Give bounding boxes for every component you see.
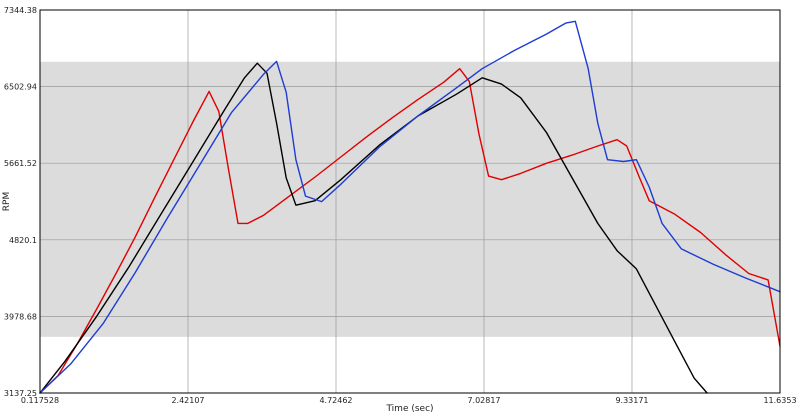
blue-series-line — [39, 20, 781, 394]
x-tick-label: 2.42107 — [171, 396, 204, 405]
x-tick-label: 7.02817 — [467, 396, 500, 405]
y-tick-label: 3978.68 — [4, 312, 37, 321]
y-tick-label: 3137.25 — [4, 389, 37, 398]
grid-layer — [40, 10, 780, 393]
plot-band — [40, 61, 780, 337]
x-tick-label: 4.72462 — [319, 396, 352, 405]
y-axis-title: RPM — [2, 192, 12, 211]
x-tick-label: 9.33171 — [615, 396, 648, 405]
y-tick-labels: 3137.25 3978.68 4820.1 5661.52 6502.94 7344.3… — [4, 6, 37, 398]
y-tick-label: 5661.52 — [4, 159, 37, 168]
x-tick-labels: 0.117528 2.42107 4.72462 7.02817 9.33171 11.6… — [21, 396, 797, 405]
red-series-line — [39, 67, 781, 394]
x-tick-label: 11.6353 — [763, 396, 796, 405]
y-tick-label: 4820.1 — [9, 236, 37, 245]
y-tick-label: 7344.38 — [4, 6, 37, 15]
black-series-line — [39, 62, 708, 394]
plot-frame — [39, 9, 781, 394]
series-layer — [39, 20, 781, 394]
y-tick-label: 6502.94 — [4, 83, 37, 92]
x-axis-title: Time (sec) — [385, 404, 433, 413]
x-tick-label: 0.117528 — [21, 396, 59, 405]
